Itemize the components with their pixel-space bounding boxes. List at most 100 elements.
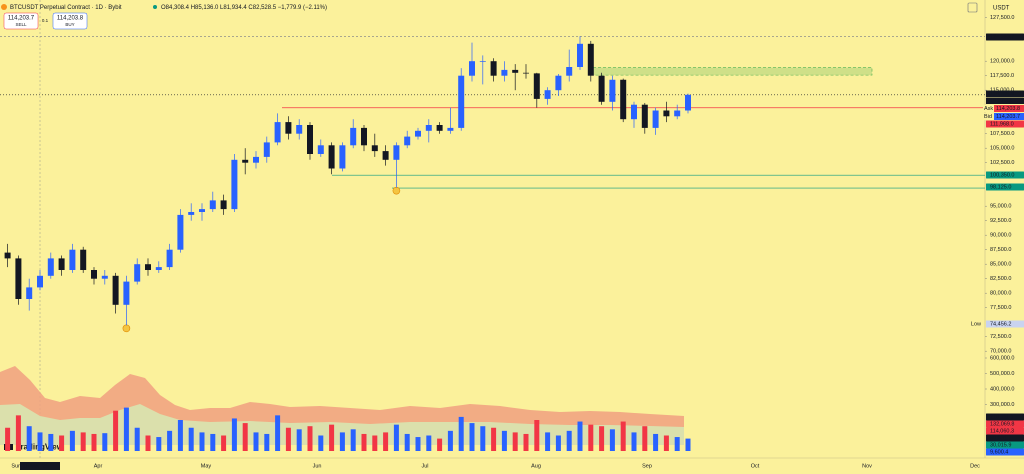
volume-badge-bg [986,427,1024,435]
volume-bar [15,415,21,451]
candle-body [15,258,22,299]
candle-body [166,249,173,268]
candle-body [242,159,249,163]
candle-body [620,79,627,120]
volume-bar [5,427,11,451]
volume-bar [231,418,237,451]
candle-body [134,264,141,282]
volume-bar [264,433,270,451]
candle-body [263,142,270,157]
candle-body [652,110,659,128]
low-marker [122,324,131,333]
volume-bar [37,432,43,451]
y-tick-label: 120,000.0 [990,59,1014,65]
candle-body [274,122,281,143]
candle-body [533,73,540,99]
volume-bar [620,421,626,451]
ask-bg [994,105,1024,112]
volume-bar [199,432,205,451]
volume-bar [221,435,227,451]
candle-body [490,61,497,76]
volume-badge: 60,031.7 [990,435,1011,441]
volume-tick-label: 400,000.0 [990,386,1014,392]
volume-badge-bg [986,413,1024,421]
volume-bar [318,435,324,451]
sell-button[interactable] [3,12,39,30]
candle-body [674,110,681,117]
candle-body [631,104,637,120]
time-label: Dec [970,463,980,469]
low-marker [392,186,401,195]
candle-body [404,136,411,146]
candle-body [555,75,562,91]
volume-bar [285,427,291,451]
candle-body [544,90,551,99]
candle-body [382,151,389,160]
candle-body [101,275,108,279]
y-tick-label: 77,500.0 [990,305,1011,311]
time-label: Sun 16 Mar '25 [11,463,48,469]
y-tick-label: 117,500.0 [990,73,1014,79]
volume-bar [102,433,108,451]
y-tick-label: 92,500.0 [990,218,1011,224]
buy-price: 114,203.8 [57,16,84,22]
y-tick-label: 70,000.0 [990,349,1011,355]
volume-bar [447,430,453,451]
level-label: 100,350.0 [990,172,1014,178]
y-tick-label: 127,500.0 [990,15,1014,21]
buy-button[interactable] [52,12,88,30]
volume-bar [512,432,518,451]
volume-bar [188,427,194,451]
candle-body [220,200,227,210]
volume-badge-bg [986,448,1024,456]
bid-bg [994,113,1024,120]
time-label: Jul [421,463,428,469]
volume-bar [372,435,378,451]
volume-bar [275,415,281,451]
y-tick-label: 102,500.0 [990,160,1014,166]
candle-body [436,125,443,131]
volume-badge-bg [986,434,1024,442]
volume-bar [329,424,335,451]
level-label-bg [986,120,1024,128]
candle-body [231,159,238,210]
volume-bar [113,410,119,451]
volume-bar [469,423,475,451]
volume-bar [663,435,669,451]
candle-body [685,94,691,111]
volume-bar [177,420,183,451]
volume-badge: 132,069.8 [990,421,1014,427]
candle-body [37,275,43,288]
volume-tick-label: 500,000.0 [990,371,1014,377]
candle-body [598,75,605,102]
y-tick-label: 87,500.0 [990,247,1011,253]
time-label: Sep [642,463,652,469]
volume-bar [555,435,561,451]
volume-bar [167,430,173,451]
candle-body [296,125,303,134]
volume-badge: 30,015.9 [990,442,1011,448]
candle-body [285,122,292,134]
candle-body [641,104,648,128]
candle-body [26,287,33,299]
candle-body [155,267,162,270]
candle-body [80,249,87,270]
volume-bar [577,421,583,451]
time-label: Nov [862,463,872,469]
volume-bar [91,433,97,451]
candle-body [523,72,529,74]
volume-tick-label: 600,000.0 [990,355,1014,361]
candle-body [447,127,454,131]
ask: 114,203.8 [996,106,1020,112]
candle-body [501,69,508,76]
y-tick-label: 80,000.0 [990,291,1011,297]
volume-bar [631,432,637,451]
volume-bar [48,433,54,451]
alert-button[interactable] [967,2,978,13]
candle-body [253,156,259,163]
candle-body [415,130,421,137]
volume-bar [480,426,486,451]
volume-bar [296,429,302,451]
volume-bar [674,437,680,451]
